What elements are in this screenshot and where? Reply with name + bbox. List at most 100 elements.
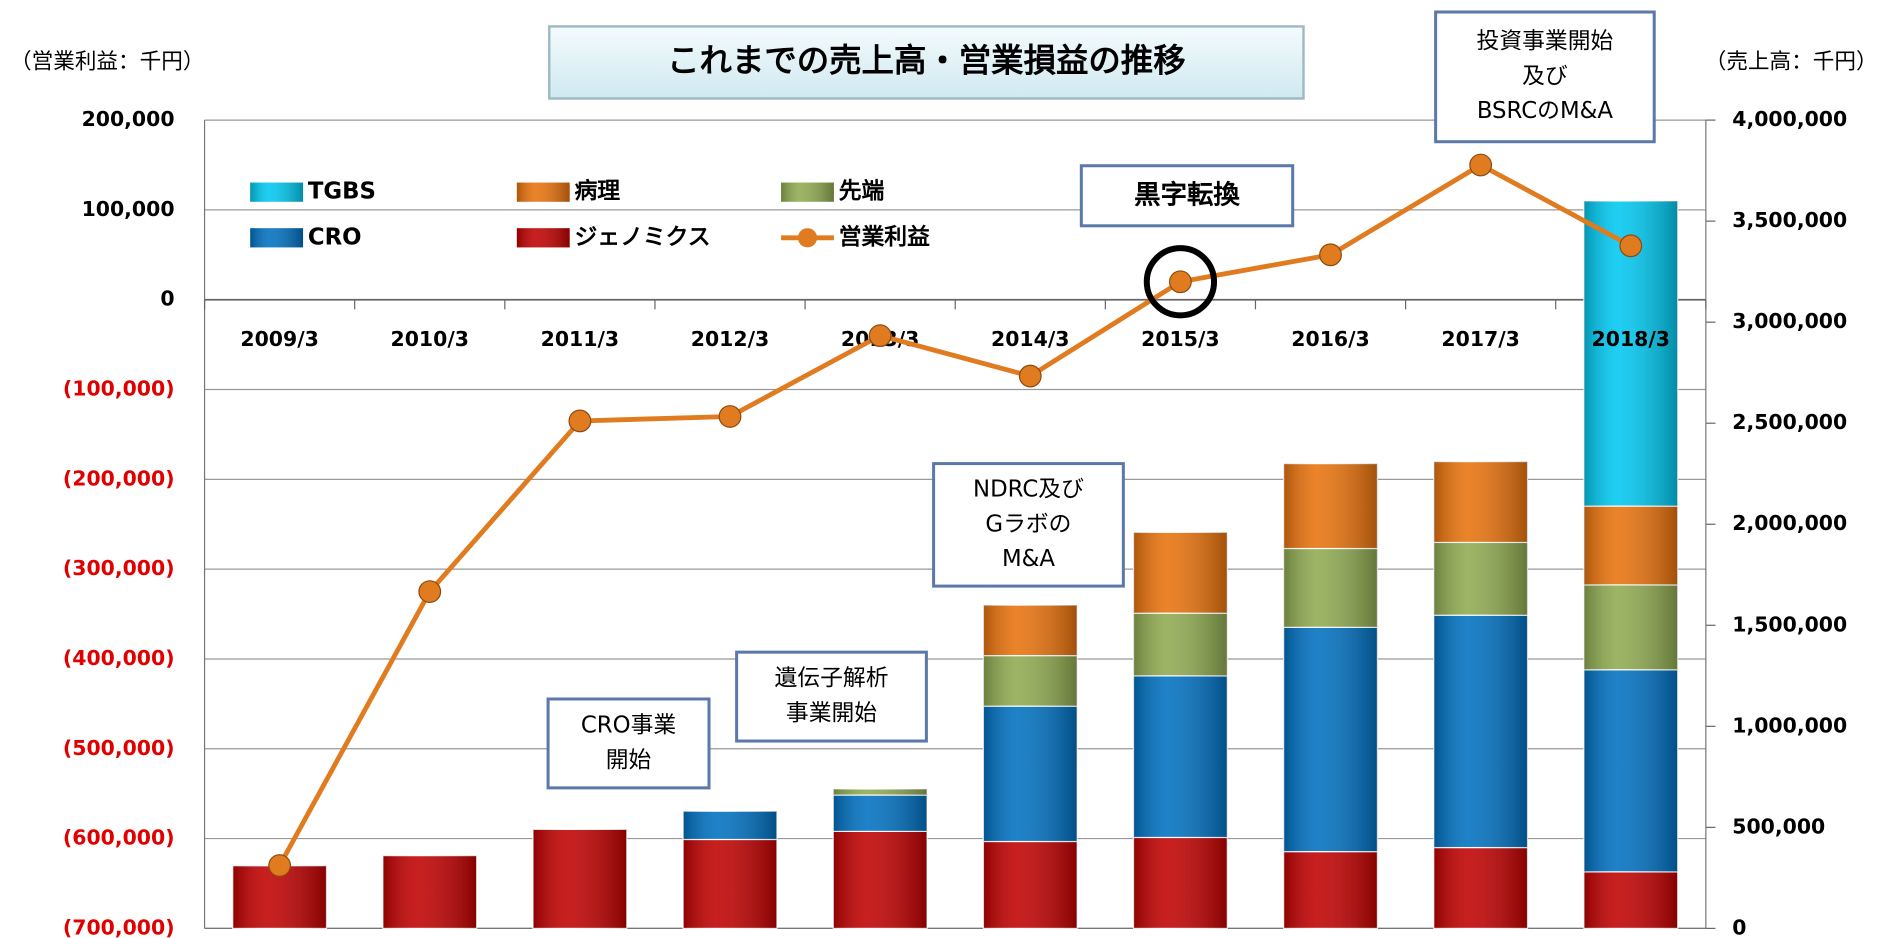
bar (1583, 584, 1679, 671)
bar-group (1583, 669, 1679, 873)
line-marker (1319, 243, 1342, 267)
bar-group (832, 830, 928, 929)
y2-tick-label: 1,000,000 (1732, 713, 1847, 737)
x-tick-label: 2018/3 (1592, 327, 1670, 351)
y2-tick-label: 4,000,000 (1732, 107, 1847, 131)
line-marker (1469, 153, 1493, 177)
y-tick-label: (700,000) (63, 915, 175, 938)
y2-tick-label: 3,500,000 (1732, 208, 1847, 232)
annotation-text: Gラボの (985, 511, 1071, 537)
bar (1433, 541, 1529, 616)
annotation-text: 黒字転換 (1134, 179, 1240, 210)
bar-group (1132, 675, 1228, 839)
legend-sheen (250, 182, 304, 202)
bar (1132, 836, 1228, 929)
annotation-box (546, 697, 711, 790)
bar (982, 840, 1078, 929)
bar-group (832, 794, 928, 832)
line-marker (868, 324, 892, 348)
chart-title: これまでの売上高・営業損益の推移 (667, 41, 1186, 79)
y-tick-label: 0 (160, 287, 174, 311)
x-tick-label: 2016/3 (1291, 327, 1369, 351)
line-marker (568, 409, 592, 433)
bar-group (1433, 541, 1529, 616)
bar-group (1283, 463, 1378, 550)
line-marker (1018, 364, 1042, 388)
y-axis-label: （営業利益：千円） (10, 49, 204, 74)
x-tick-label: 2014/3 (991, 327, 1069, 351)
bar (982, 654, 1078, 707)
x-tick-label: 2012/3 (691, 327, 769, 351)
bar (682, 810, 778, 841)
y2-tick-label: 1,500,000 (1732, 612, 1847, 636)
annotation-text: CRO事業 (581, 713, 676, 739)
y-tick-label: (600,000) (63, 826, 175, 850)
legend-sheen (250, 228, 304, 248)
annotation-box (1434, 10, 1656, 144)
bar-group (1283, 626, 1378, 853)
y2-axis-label: （売上高：千円） (1705, 49, 1878, 74)
bar (832, 794, 928, 832)
bar (1433, 846, 1529, 929)
bar-group (832, 788, 928, 796)
legend-label: ジェノミクス (574, 224, 710, 250)
bar-group (982, 840, 1078, 929)
bar-group (682, 810, 778, 841)
bar-group (1433, 461, 1529, 544)
legend-sheen (516, 182, 570, 202)
bar-group (382, 855, 478, 929)
y2-tick-label: 2,500,000 (1732, 410, 1847, 434)
bar-group (1132, 612, 1228, 677)
y-tick-label: (400,000) (63, 646, 175, 670)
highlight-ring (1143, 245, 1218, 319)
y2-tick-label: 500,000 (1732, 814, 1825, 838)
y-tick-label: 100,000 (82, 197, 175, 221)
bar-group (982, 654, 1078, 707)
bar-group (1583, 871, 1679, 929)
annotation-text: BSRCのM&A (1477, 98, 1614, 124)
bar-group (1283, 547, 1378, 628)
bar-group (1433, 614, 1529, 849)
line-marker (718, 405, 742, 428)
bar-group (982, 604, 1078, 657)
bar (1433, 461, 1529, 544)
x-tick-label: 2011/3 (541, 327, 619, 351)
y2-tick-label: 2,000,000 (1732, 511, 1847, 535)
y-tick-label: (200,000) (63, 466, 175, 490)
annotation-text: 投資事業開始 (1477, 29, 1614, 55)
bar (532, 828, 628, 929)
bar-group (982, 705, 1078, 843)
bar (1132, 675, 1228, 839)
title-box (548, 25, 1305, 100)
legend-label: TGBS (308, 179, 376, 205)
x-tick-label: 2015/3 (1141, 327, 1219, 351)
bar (1433, 614, 1529, 849)
bar-group (1132, 531, 1228, 614)
annotation-text: 遺伝子解析 (775, 666, 889, 692)
line-marker (1619, 234, 1643, 258)
legend-marker (797, 228, 818, 248)
bar (1132, 612, 1228, 677)
line (277, 162, 1632, 867)
annotation-box (735, 650, 928, 743)
bar (1583, 505, 1679, 586)
bar (982, 604, 1078, 657)
bar (1283, 463, 1378, 550)
bar (982, 705, 1078, 843)
legend-label: 営業利益 (839, 223, 930, 250)
bar (1283, 851, 1378, 929)
y2-tick-label: 3,000,000 (1732, 309, 1847, 333)
bar-group (532, 828, 628, 929)
line-marker (1168, 270, 1192, 294)
y2-tick-label: 0 (1732, 915, 1746, 938)
y-tick-label: 200,000 (82, 107, 175, 131)
bar-group (1433, 846, 1529, 929)
annotation-text: 事業開始 (786, 701, 877, 727)
line-marker (418, 580, 442, 604)
annotation-box (932, 462, 1125, 588)
bar-group (1583, 505, 1679, 586)
legend-label: 先端 (839, 179, 885, 205)
legend-sheen (781, 182, 834, 202)
legend-label: CRO (308, 224, 362, 250)
